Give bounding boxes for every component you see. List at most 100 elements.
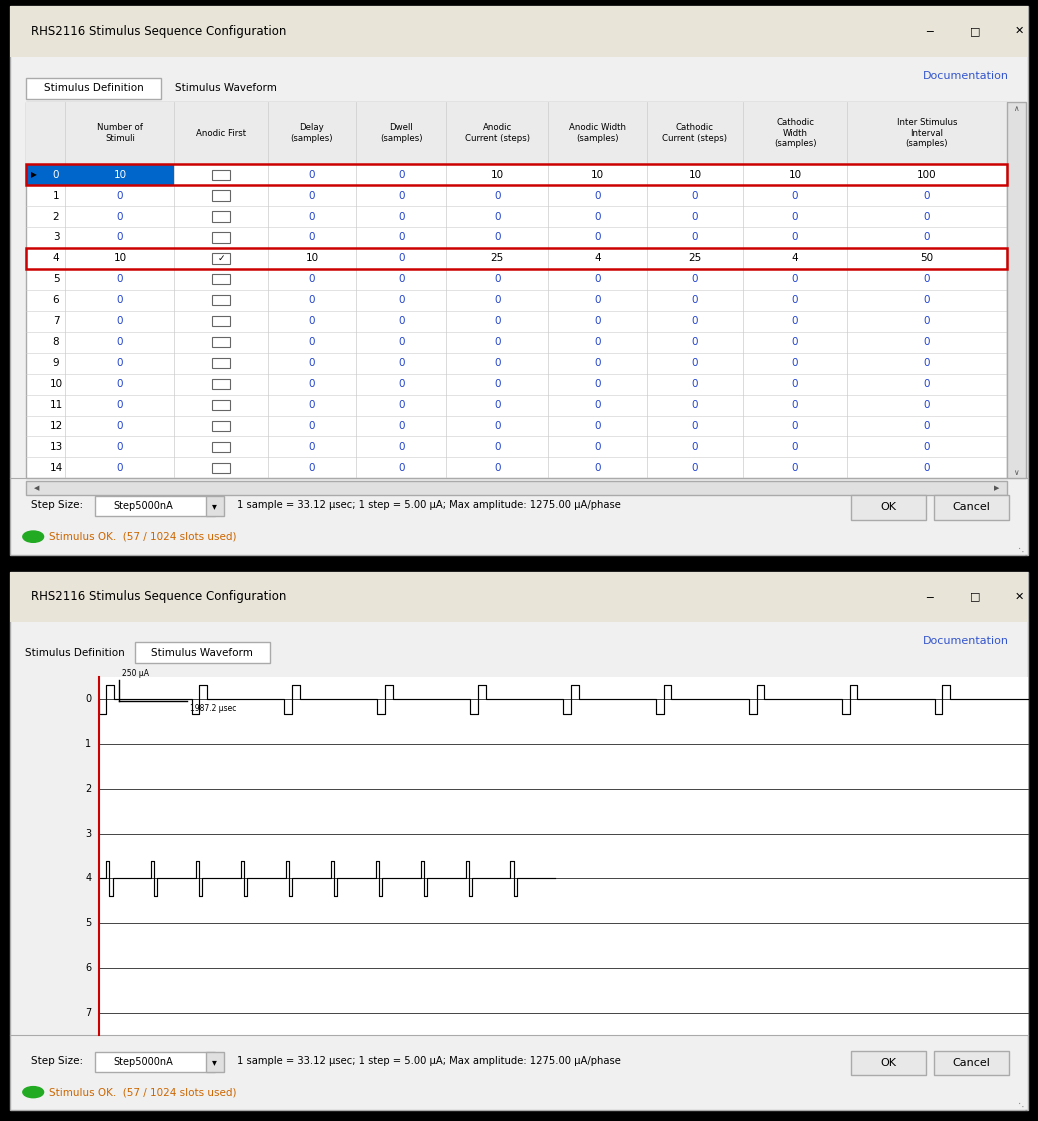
Text: 0: 0	[792, 337, 798, 348]
Text: 0: 0	[594, 442, 601, 452]
Text: 0: 0	[691, 421, 699, 430]
Text: 0: 0	[308, 358, 316, 368]
Text: 0: 0	[792, 400, 798, 410]
Text: 0: 0	[594, 463, 601, 473]
Text: Stimulus OK.  (57 / 1024 slots used): Stimulus OK. (57 / 1024 slots used)	[49, 531, 237, 541]
Text: 0: 0	[308, 295, 316, 305]
Text: 0: 0	[398, 337, 405, 348]
Text: 0: 0	[792, 421, 798, 430]
Bar	[212, 191, 230, 201]
Text: 250 μA: 250 μA	[122, 668, 149, 677]
Text: 6: 6	[53, 295, 59, 305]
Text: Documentation: Documentation	[923, 636, 1009, 646]
Text: 0: 0	[85, 694, 91, 704]
Text: 0: 0	[691, 337, 699, 348]
Text: 0: 0	[116, 463, 124, 473]
Text: 0: 0	[924, 295, 930, 305]
Text: 0: 0	[494, 379, 500, 389]
Bar	[26, 164, 1007, 185]
Text: 13: 13	[50, 442, 62, 452]
Text: 6: 6	[85, 963, 91, 973]
Text: Stimulus OK.  (57 / 1024 slots used): Stimulus OK. (57 / 1024 slots used)	[49, 1087, 237, 1097]
Text: 0: 0	[398, 316, 405, 326]
Text: 0: 0	[308, 421, 316, 430]
Text: 0: 0	[308, 191, 316, 201]
Bar	[212, 212, 230, 222]
Text: 4: 4	[85, 873, 91, 883]
Text: 0: 0	[594, 379, 601, 389]
Text: 100: 100	[918, 169, 936, 179]
Text: 0: 0	[691, 191, 699, 201]
Text: 0: 0	[494, 400, 500, 410]
Text: 0: 0	[116, 191, 124, 201]
Text: 0: 0	[494, 463, 500, 473]
Text: 0: 0	[924, 463, 930, 473]
Text: 0: 0	[398, 275, 405, 285]
Text: 0: 0	[691, 400, 699, 410]
Text: Anodic Width
(samples): Anodic Width (samples)	[569, 123, 626, 142]
Text: 0: 0	[691, 212, 699, 222]
Text: 0: 0	[494, 275, 500, 285]
Text: 0: 0	[792, 442, 798, 452]
Text: Step5000nA: Step5000nA	[113, 1057, 173, 1067]
Text: ▶: ▶	[31, 170, 37, 179]
Text: 0: 0	[398, 358, 405, 368]
Bar	[26, 248, 1007, 269]
Text: □: □	[971, 26, 981, 36]
Text: ✕: ✕	[1014, 592, 1025, 602]
Bar	[934, 494, 1009, 520]
Text: 0: 0	[691, 379, 699, 389]
Text: 0: 0	[792, 212, 798, 222]
Text: 0: 0	[924, 379, 930, 389]
Text: 50: 50	[921, 253, 933, 263]
Text: 0: 0	[116, 379, 124, 389]
Text: Cathodic
Width
(samples): Cathodic Width (samples)	[774, 118, 816, 148]
Text: 0: 0	[792, 232, 798, 242]
Text: 0: 0	[594, 421, 601, 430]
Text: 0: 0	[53, 169, 59, 179]
Text: Dwell
(samples): Dwell (samples)	[380, 123, 422, 142]
Text: 0: 0	[494, 358, 500, 368]
Text: OK: OK	[880, 502, 897, 512]
Bar	[26, 164, 174, 185]
Bar	[95, 495, 215, 517]
Text: 0: 0	[116, 442, 124, 452]
Text: 4: 4	[792, 253, 798, 263]
Text: 0: 0	[398, 295, 405, 305]
Text: 0: 0	[691, 295, 699, 305]
Text: 0: 0	[308, 232, 316, 242]
Text: 0: 0	[792, 191, 798, 201]
Text: 0: 0	[116, 275, 124, 285]
Text: Step5000nA: Step5000nA	[113, 501, 173, 511]
Text: 14: 14	[50, 463, 62, 473]
Text: 11: 11	[50, 400, 62, 410]
Text: RHS2116 Stimulus Sequence Configuration: RHS2116 Stimulus Sequence Configuration	[31, 25, 286, 38]
Bar	[26, 102, 1007, 164]
Text: 0: 0	[398, 232, 405, 242]
Text: 0: 0	[691, 275, 699, 285]
Bar	[10, 572, 1028, 621]
Bar	[934, 1051, 1009, 1075]
Text: 0: 0	[691, 463, 699, 473]
Text: Cancel: Cancel	[953, 1058, 990, 1068]
Text: Stimulus Definition: Stimulus Definition	[25, 648, 125, 658]
Text: Delay
(samples): Delay (samples)	[291, 123, 333, 142]
Text: 0: 0	[594, 316, 601, 326]
Text: 3: 3	[85, 828, 91, 839]
Text: 0: 0	[594, 400, 601, 410]
Text: 5: 5	[53, 275, 59, 285]
Text: Cathodic
Current (steps): Cathodic Current (steps)	[662, 123, 728, 142]
Bar	[851, 494, 926, 520]
Text: Anodic
Current (steps): Anodic Current (steps)	[465, 123, 529, 142]
Text: 0: 0	[494, 191, 500, 201]
Text: 0: 0	[924, 191, 930, 201]
Bar	[212, 316, 230, 326]
Text: 1: 1	[53, 191, 59, 201]
Text: 0: 0	[594, 232, 601, 242]
Text: □: □	[971, 592, 981, 602]
Bar	[212, 442, 230, 452]
Bar	[1007, 102, 1026, 479]
Text: 4: 4	[53, 253, 59, 263]
Text: 0: 0	[594, 337, 601, 348]
Text: ∨: ∨	[1013, 469, 1019, 478]
